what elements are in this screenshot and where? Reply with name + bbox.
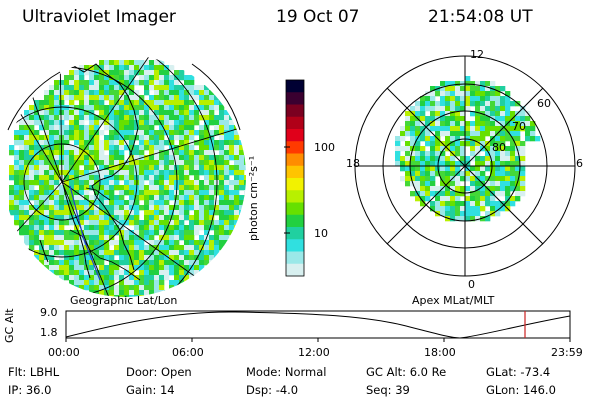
coastline-south bbox=[69, 187, 141, 281]
right-panel-caption: Apex MLat/MLT bbox=[412, 294, 495, 307]
colorbar-segment bbox=[286, 227, 304, 240]
terminator-line bbox=[69, 185, 101, 281]
colorbar-segment bbox=[286, 153, 304, 167]
altitude-xtick: 18:00 bbox=[424, 346, 456, 359]
date-label: 19 Oct 07 bbox=[276, 7, 360, 27]
altitude-xtick: 00:00 bbox=[48, 346, 80, 359]
colorbar-segment bbox=[286, 178, 304, 191]
colorbar-segment bbox=[286, 239, 304, 252]
mlat-label-70: 70 bbox=[512, 120, 526, 133]
mlt-label-18: 18 bbox=[346, 157, 360, 170]
time-label: 21:54:08 UT bbox=[428, 7, 533, 27]
colorbar bbox=[284, 79, 305, 277]
colorbar-segment bbox=[286, 80, 304, 93]
colorbar-tick-100: 100 bbox=[314, 141, 335, 154]
info-seq: Seq: 39 bbox=[366, 383, 410, 397]
mlt-label-12: 12 bbox=[470, 48, 484, 61]
colorbar-segment bbox=[286, 202, 304, 216]
altitude-ytick-bottom: 1.8 bbox=[40, 326, 58, 339]
instrument-title: Ultraviolet Imager bbox=[22, 7, 176, 27]
right-aurora-pixels bbox=[395, 76, 541, 222]
colorbar-tick-10: 10 bbox=[314, 227, 328, 240]
mlt-label-0: 0 bbox=[468, 278, 475, 291]
info-flt: Flt: LBHL bbox=[8, 365, 60, 379]
colorbar-segment bbox=[286, 92, 304, 105]
mlt-label-6: 6 bbox=[576, 157, 583, 170]
info-ip: IP: 36.0 bbox=[8, 383, 52, 397]
geographic-image bbox=[4, 55, 246, 297]
colorbar-segment bbox=[286, 190, 304, 203]
colorbar-segment bbox=[286, 214, 304, 228]
colorbar-segment bbox=[286, 263, 304, 277]
colorbar-unit-label: photon cm⁻²s⁻¹ bbox=[247, 155, 260, 241]
altitude-xtick: 23:59 bbox=[551, 346, 583, 359]
colorbar-segment bbox=[286, 129, 304, 142]
altitude-xtick: 06:00 bbox=[172, 346, 204, 359]
coastline bbox=[29, 63, 139, 279]
info-door: Door: Open bbox=[126, 365, 192, 379]
info-glon: GLon: 146.0 bbox=[486, 383, 556, 397]
mlat-label-60: 60 bbox=[537, 97, 551, 110]
left-image-edge-right bbox=[191, 63, 241, 131]
colorbar-segment bbox=[286, 165, 304, 179]
colorbar-segment bbox=[286, 141, 304, 154]
altitude-plot bbox=[65, 310, 571, 342]
info-glat: GLat: -73.4 bbox=[486, 365, 551, 379]
info-mode: Mode: Normal bbox=[246, 365, 327, 379]
colorbar-segment bbox=[286, 116, 304, 130]
altitude-ylabel: GC Alt bbox=[3, 308, 16, 343]
colorbar-segment bbox=[286, 251, 304, 265]
info-dsp: Dsp: -4.0 bbox=[246, 383, 299, 397]
polar-plot bbox=[354, 55, 576, 277]
left-aurora-pixels bbox=[9, 60, 246, 297]
info-gc-alt: GC Alt: 6.0 Re bbox=[366, 365, 447, 379]
altitude-curve bbox=[65, 311, 571, 339]
colorbar-segment bbox=[286, 104, 304, 118]
altitude-ytick-top: 9.0 bbox=[40, 306, 58, 319]
left-image-edge bbox=[7, 71, 61, 131]
mlat-label-80: 80 bbox=[492, 141, 506, 154]
left-panel-caption: Geographic Lat/Lon bbox=[70, 294, 178, 307]
info-gain: Gain: 14 bbox=[126, 383, 175, 397]
altitude-xtick: 12:00 bbox=[298, 346, 330, 359]
